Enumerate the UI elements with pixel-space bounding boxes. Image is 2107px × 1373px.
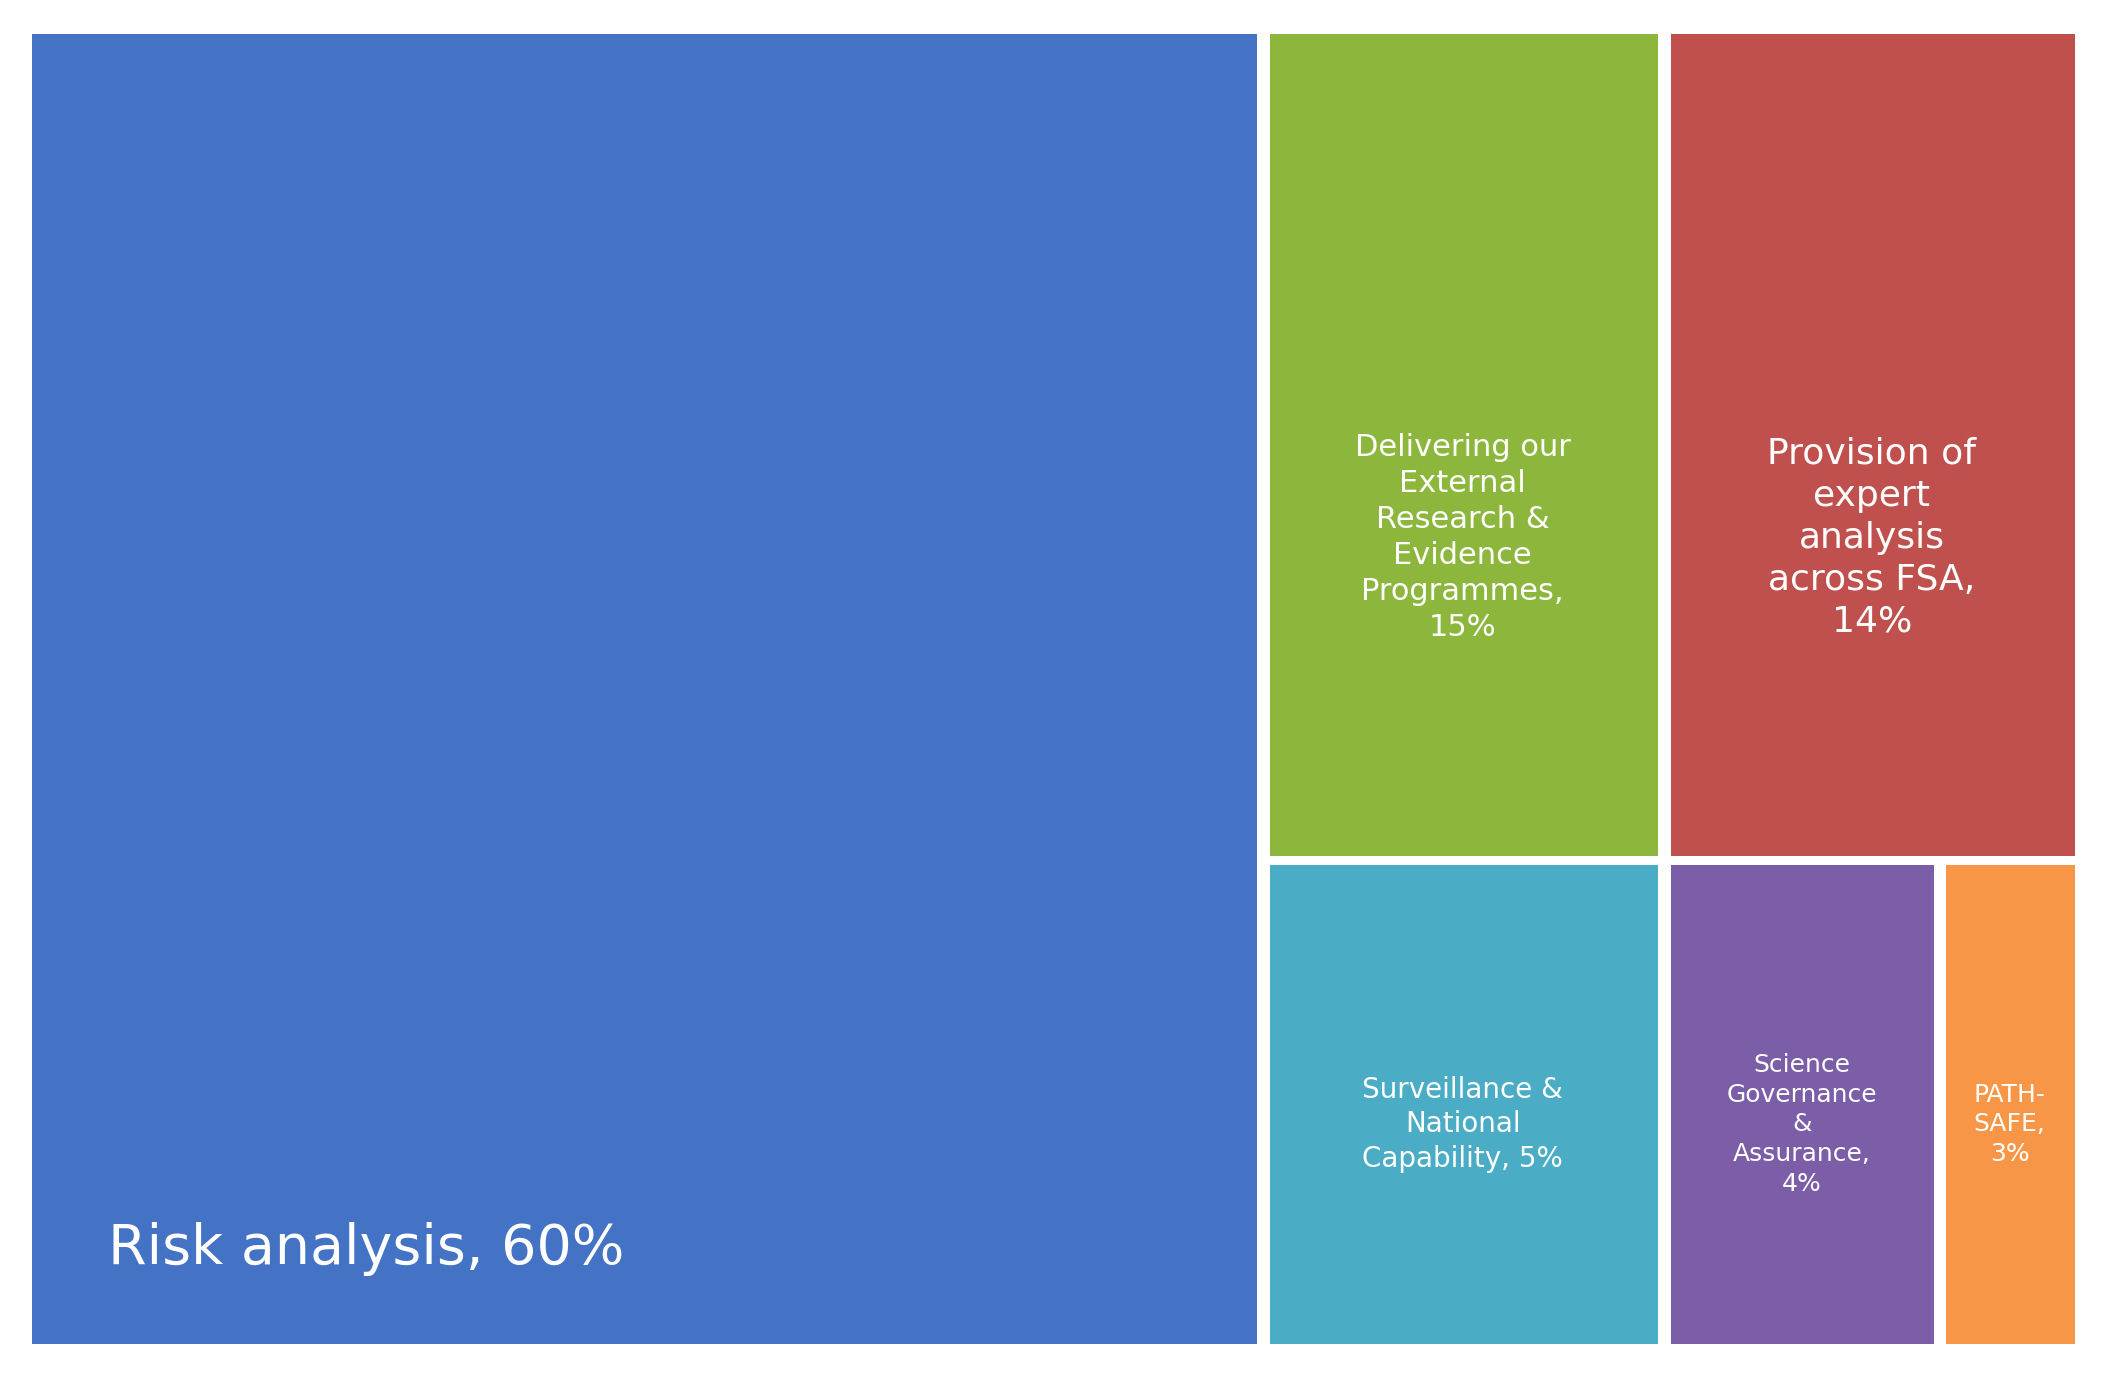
Bar xyxy=(1271,865,1658,1344)
Bar xyxy=(1271,34,1658,857)
Text: Surveillance &
National
Capability, 5%: Surveillance & National Capability, 5% xyxy=(1363,1075,1563,1173)
Bar xyxy=(32,34,1258,1344)
Text: Delivering our
External
Research &
Evidence
Programmes,
15%: Delivering our External Research & Evide… xyxy=(1355,434,1570,643)
Text: Risk analysis, 60%: Risk analysis, 60% xyxy=(107,1222,624,1276)
Bar xyxy=(1671,865,1934,1344)
Bar xyxy=(1671,34,2075,857)
Text: Provision of
expert
analysis
across FSA,
14%: Provision of expert analysis across FSA,… xyxy=(1768,437,1976,638)
Bar xyxy=(1947,865,2075,1344)
Text: Science
Governance
&
Assurance,
4%: Science Governance & Assurance, 4% xyxy=(1728,1053,1877,1196)
Text: PATH-
SAFE,
3%: PATH- SAFE, 3% xyxy=(1974,1082,2046,1166)
